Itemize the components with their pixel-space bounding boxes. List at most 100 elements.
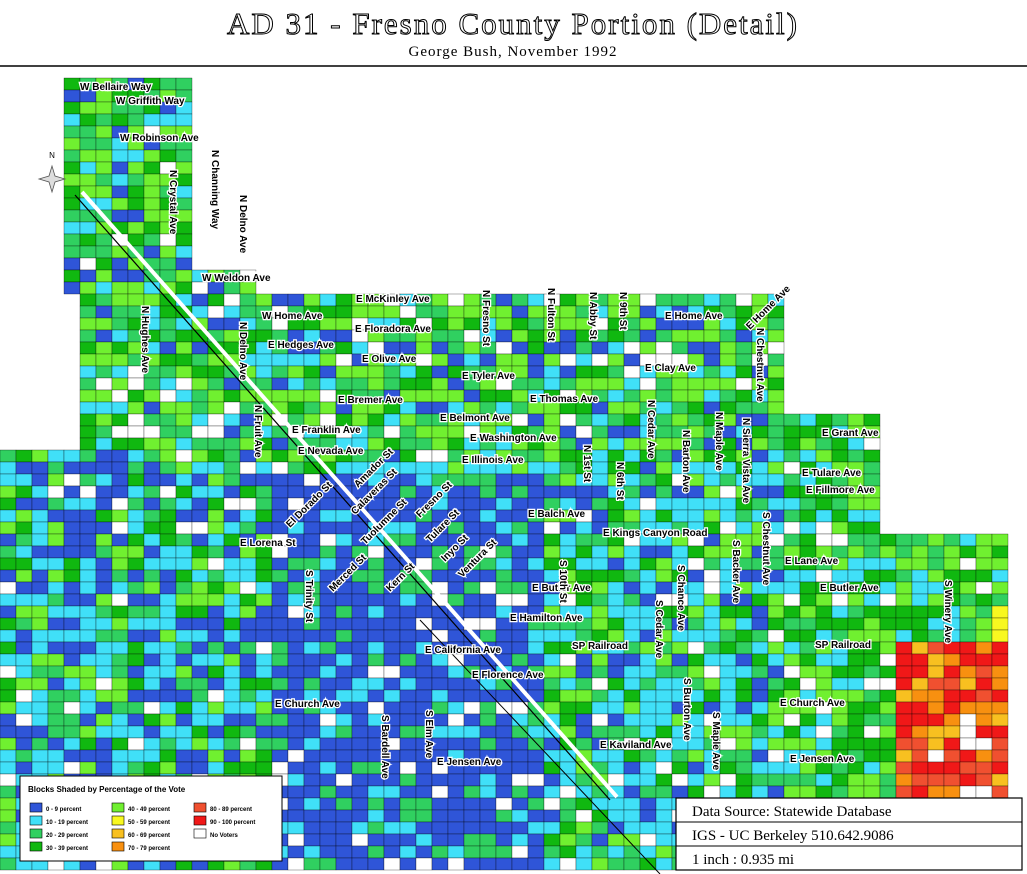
block — [911, 737, 929, 751]
block — [79, 533, 97, 547]
block — [79, 725, 97, 739]
block — [927, 737, 945, 751]
legend-swatch — [193, 802, 207, 813]
block — [191, 557, 209, 571]
block — [543, 677, 561, 691]
street-label: E McKinley Ave — [356, 294, 430, 305]
block — [111, 449, 129, 463]
block — [783, 605, 801, 619]
block — [431, 665, 449, 679]
block — [335, 713, 353, 727]
block — [335, 725, 353, 739]
block — [239, 629, 257, 643]
block — [175, 257, 193, 271]
block — [495, 857, 513, 871]
block — [511, 389, 529, 403]
block — [623, 389, 641, 403]
block — [0, 845, 17, 859]
block — [559, 353, 577, 367]
block — [63, 689, 81, 703]
block — [223, 701, 241, 715]
title-bar — [0, 0, 1027, 66]
block — [463, 797, 481, 811]
block — [287, 857, 305, 871]
block — [63, 77, 81, 91]
block — [335, 773, 353, 787]
block — [847, 617, 865, 631]
block — [223, 533, 241, 547]
block — [127, 377, 145, 391]
block — [591, 617, 609, 631]
block — [303, 845, 321, 859]
block — [367, 653, 385, 667]
block — [191, 605, 209, 619]
block — [703, 389, 721, 403]
block — [527, 449, 545, 463]
block — [735, 641, 753, 655]
block — [591, 677, 609, 691]
block — [287, 569, 305, 583]
block — [63, 521, 81, 535]
block — [703, 557, 721, 571]
block — [527, 653, 545, 667]
block — [879, 533, 897, 547]
block — [847, 509, 865, 523]
block — [127, 569, 145, 583]
block — [79, 449, 97, 463]
street-label: E Hamilton Ave — [510, 613, 583, 624]
block — [191, 713, 209, 727]
block — [719, 473, 737, 487]
block — [511, 353, 529, 367]
block — [687, 377, 705, 391]
block — [0, 773, 17, 787]
block — [159, 581, 177, 595]
block — [95, 713, 113, 727]
legend-swatch — [111, 828, 125, 839]
block — [335, 665, 353, 679]
block — [431, 809, 449, 823]
block — [447, 293, 465, 307]
block — [495, 821, 513, 835]
block — [399, 773, 417, 787]
street-label: E Home Ave — [665, 311, 723, 322]
legend-box — [19, 775, 283, 862]
street-label: N Channing Way — [209, 150, 220, 230]
block — [111, 197, 129, 211]
block — [207, 557, 225, 571]
block — [719, 293, 737, 307]
block — [991, 677, 1009, 691]
block — [511, 485, 529, 499]
block — [911, 677, 929, 691]
street-label: S Maple Ave — [710, 712, 721, 771]
block — [831, 737, 849, 751]
block — [831, 569, 849, 583]
block — [847, 725, 865, 739]
block — [703, 617, 721, 631]
block — [751, 629, 769, 643]
block — [511, 533, 529, 547]
block — [239, 389, 257, 403]
block — [767, 341, 785, 355]
block — [591, 665, 609, 679]
block — [671, 413, 689, 427]
block — [15, 473, 33, 487]
block — [15, 761, 33, 775]
block — [751, 605, 769, 619]
block — [79, 737, 97, 751]
block — [399, 461, 417, 475]
block — [447, 665, 465, 679]
block — [159, 497, 177, 511]
block — [831, 497, 849, 511]
block — [95, 401, 113, 415]
block — [623, 665, 641, 679]
block — [143, 149, 161, 163]
block — [287, 581, 305, 595]
block — [431, 293, 449, 307]
block — [255, 497, 273, 511]
block — [527, 413, 545, 427]
block — [655, 557, 673, 571]
block — [95, 737, 113, 751]
block — [0, 605, 17, 619]
block — [927, 725, 945, 739]
block — [607, 809, 625, 823]
